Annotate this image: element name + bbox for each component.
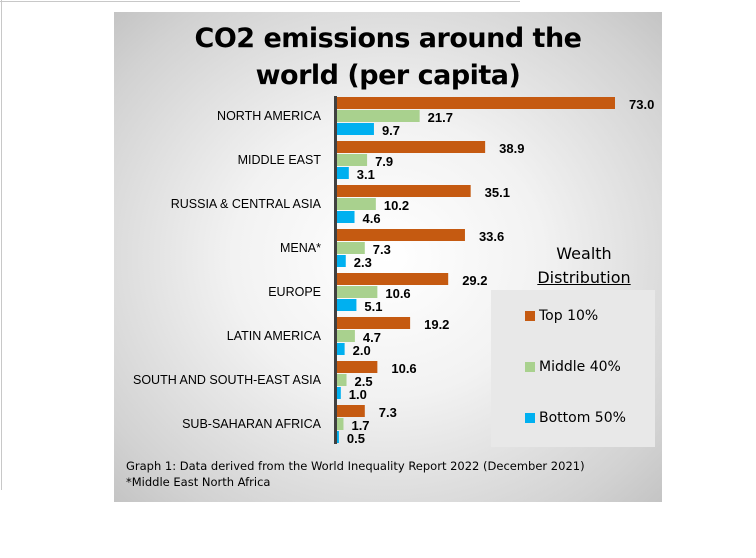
bar-middle-40- [337, 198, 376, 210]
bar-top-10- [337, 229, 465, 241]
category-label: LATIN AMERICA [227, 329, 322, 343]
data-label: 21.7 [428, 110, 453, 125]
data-label: 4.7 [363, 330, 381, 345]
bar-bottom-50- [337, 387, 341, 399]
data-label: 29.2 [462, 273, 487, 288]
bar-bottom-50- [337, 167, 349, 179]
legend-swatch [525, 362, 535, 372]
caption-source: Graph 1: Data derived from the World Ine… [126, 459, 585, 473]
bar-top-10- [337, 317, 411, 329]
bar-bottom-50- [337, 343, 345, 355]
chart-title: CO2 emissions around the world (per capi… [114, 20, 662, 94]
bar-middle-40- [337, 418, 344, 430]
data-label: 7.9 [375, 154, 393, 169]
category-label: NORTH AMERICA [217, 109, 322, 123]
data-label: 2.0 [353, 343, 371, 358]
data-label: 19.2 [424, 317, 449, 332]
category-label: EUROPE [268, 285, 321, 299]
data-label: 7.3 [373, 242, 391, 257]
category-label: MIDDLE EAST [238, 153, 322, 167]
data-label: 35.1 [485, 185, 510, 200]
legend-item: Top 10% [525, 308, 598, 324]
legend-label: Bottom 50% [539, 410, 626, 426]
bar-bottom-50- [337, 255, 346, 267]
frame-top-line [0, 1, 520, 2]
title-line-1: CO2 emissions around the [194, 23, 583, 54]
data-label: 10.6 [385, 286, 410, 301]
data-label: 2.3 [354, 255, 372, 270]
legend-label: Top 10% [539, 308, 599, 324]
bar-bottom-50- [337, 123, 374, 135]
bar-top-10- [337, 405, 365, 417]
chart-panel: CO2 emissions around the world (per capi… [114, 12, 662, 502]
data-label: 4.6 [363, 211, 381, 226]
data-label: 1.7 [351, 418, 369, 433]
bar-middle-40- [337, 374, 347, 386]
category-label: SOUTH AND SOUTH-EAST ASIA [133, 373, 322, 387]
data-label: 73.0 [629, 97, 654, 112]
category-label: MENA* [280, 241, 321, 255]
legend-title-line-2: Distribution [537, 268, 631, 287]
data-label: 10.6 [391, 361, 416, 376]
category-label: SUB-SAHARAN AFRICA [182, 417, 322, 431]
data-label: 7.3 [379, 405, 397, 420]
category-label: RUSSIA & CENTRAL ASIA [171, 197, 322, 211]
category-axis [334, 96, 337, 444]
legend: Top 10% Middle 40% Bottom 50% [491, 290, 655, 447]
data-label: 33.6 [479, 229, 504, 244]
bar-top-10- [337, 361, 378, 373]
bar-middle-40- [337, 110, 420, 122]
data-label: 5.1 [364, 299, 382, 314]
bar-top-10- [337, 141, 486, 153]
data-label: 1.0 [349, 387, 367, 402]
bar-bottom-50- [337, 299, 357, 311]
legend-item: Bottom 50% [525, 410, 626, 426]
bar-middle-40- [337, 330, 355, 342]
legend-title-line-1: Wealth [556, 244, 612, 263]
legend-swatch [525, 311, 535, 321]
bar-bottom-50- [337, 211, 355, 223]
data-label: 9.7 [382, 123, 400, 138]
legend-label: Middle 40% [539, 359, 621, 375]
bar-middle-40- [337, 242, 365, 254]
bar-bottom-50- [337, 431, 339, 443]
data-label: 10.2 [384, 198, 409, 213]
bar-top-10- [337, 273, 449, 285]
title-line-2: world (per capita) [255, 60, 521, 91]
bar-chart: NORTH AMERICA 73.0 21.7 9.7 MIDDLE EAST 38.9 7… [133, 96, 654, 446]
data-label: 38.9 [499, 141, 524, 156]
frame-left-line [1, 0, 2, 490]
bar-middle-40- [337, 154, 368, 166]
bar-top-10- [337, 185, 471, 197]
caption: Graph 1: Data derived from the World Ine… [126, 458, 585, 490]
bar-top-10- [337, 97, 615, 109]
data-label: 0.5 [347, 431, 365, 446]
data-label: 2.5 [355, 374, 373, 389]
legend-swatch [525, 413, 535, 423]
bar-middle-40- [337, 286, 378, 298]
legend-item: Middle 40% [525, 359, 621, 375]
caption-footnote: *Middle East North Africa [126, 475, 271, 489]
data-label: 3.1 [357, 167, 375, 182]
legend-title: Wealth Distribution [516, 242, 652, 290]
